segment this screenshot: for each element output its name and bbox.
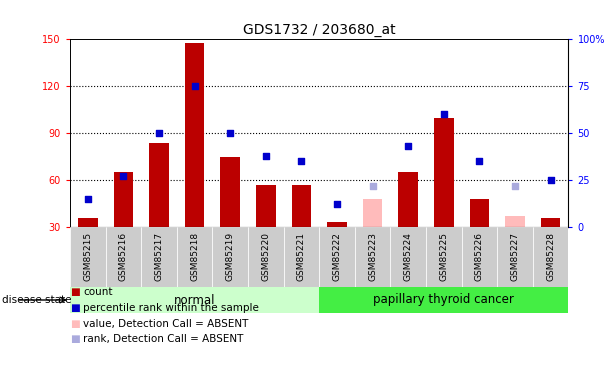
Point — [154, 130, 164, 136]
Bar — [220, 157, 240, 227]
Text: normal: normal — [174, 294, 215, 306]
Bar — [355, 227, 390, 287]
Bar — [497, 227, 533, 287]
Bar — [70, 287, 319, 313]
Bar — [461, 227, 497, 287]
Bar — [212, 227, 248, 287]
Text: value, Detection Call = ABSENT: value, Detection Call = ABSENT — [83, 319, 249, 328]
Point — [403, 143, 413, 149]
Bar — [149, 142, 169, 227]
Bar — [533, 227, 568, 287]
Title: GDS1732 / 203680_at: GDS1732 / 203680_at — [243, 23, 396, 37]
Text: ■: ■ — [70, 303, 80, 313]
Text: rank, Detection Call = ABSENT: rank, Detection Call = ABSENT — [83, 334, 244, 344]
Point — [546, 177, 556, 183]
Text: percentile rank within the sample: percentile rank within the sample — [83, 303, 259, 313]
Text: ■: ■ — [70, 287, 80, 297]
Bar — [177, 227, 212, 287]
Text: GSM85221: GSM85221 — [297, 232, 306, 281]
Bar — [505, 216, 525, 227]
Bar — [390, 227, 426, 287]
Bar — [327, 222, 347, 227]
Text: GSM85227: GSM85227 — [511, 232, 520, 281]
Bar — [283, 227, 319, 287]
Bar — [434, 117, 454, 227]
Text: count: count — [83, 287, 113, 297]
Text: ■: ■ — [70, 319, 80, 328]
Text: GSM85215: GSM85215 — [83, 232, 92, 281]
Bar — [398, 172, 418, 227]
Bar — [426, 227, 461, 287]
Bar — [78, 217, 97, 227]
Text: GSM85222: GSM85222 — [333, 232, 342, 281]
Bar — [319, 287, 568, 313]
Point — [475, 158, 485, 164]
Point — [119, 173, 128, 179]
Bar — [363, 199, 382, 227]
Bar — [541, 217, 561, 227]
Bar — [248, 227, 283, 287]
Bar — [292, 185, 311, 227]
Text: ■: ■ — [70, 334, 80, 344]
Text: GSM85216: GSM85216 — [119, 232, 128, 281]
Text: GSM85226: GSM85226 — [475, 232, 484, 281]
Bar — [256, 185, 275, 227]
Point — [226, 130, 235, 136]
Point — [332, 201, 342, 207]
Bar — [106, 227, 141, 287]
Text: GSM85219: GSM85219 — [226, 232, 235, 281]
Text: disease state: disease state — [2, 295, 71, 305]
Point — [439, 111, 449, 117]
Text: GSM85224: GSM85224 — [404, 232, 413, 281]
Text: papillary thyroid cancer: papillary thyroid cancer — [373, 294, 514, 306]
Point — [261, 153, 271, 159]
Bar — [319, 227, 355, 287]
Text: GSM85220: GSM85220 — [261, 232, 271, 281]
Text: GSM85223: GSM85223 — [368, 232, 377, 281]
Bar — [469, 199, 489, 227]
Bar — [114, 172, 133, 227]
Point — [510, 183, 520, 189]
Point — [190, 83, 199, 89]
Bar — [70, 227, 106, 287]
Bar — [141, 227, 177, 287]
Bar — [185, 42, 204, 227]
Text: GSM85218: GSM85218 — [190, 232, 199, 281]
Point — [83, 196, 92, 202]
Text: GSM85217: GSM85217 — [154, 232, 164, 281]
Text: GSM85225: GSM85225 — [440, 232, 448, 281]
Point — [297, 158, 306, 164]
Text: GSM85228: GSM85228 — [546, 232, 555, 281]
Point — [368, 183, 378, 189]
